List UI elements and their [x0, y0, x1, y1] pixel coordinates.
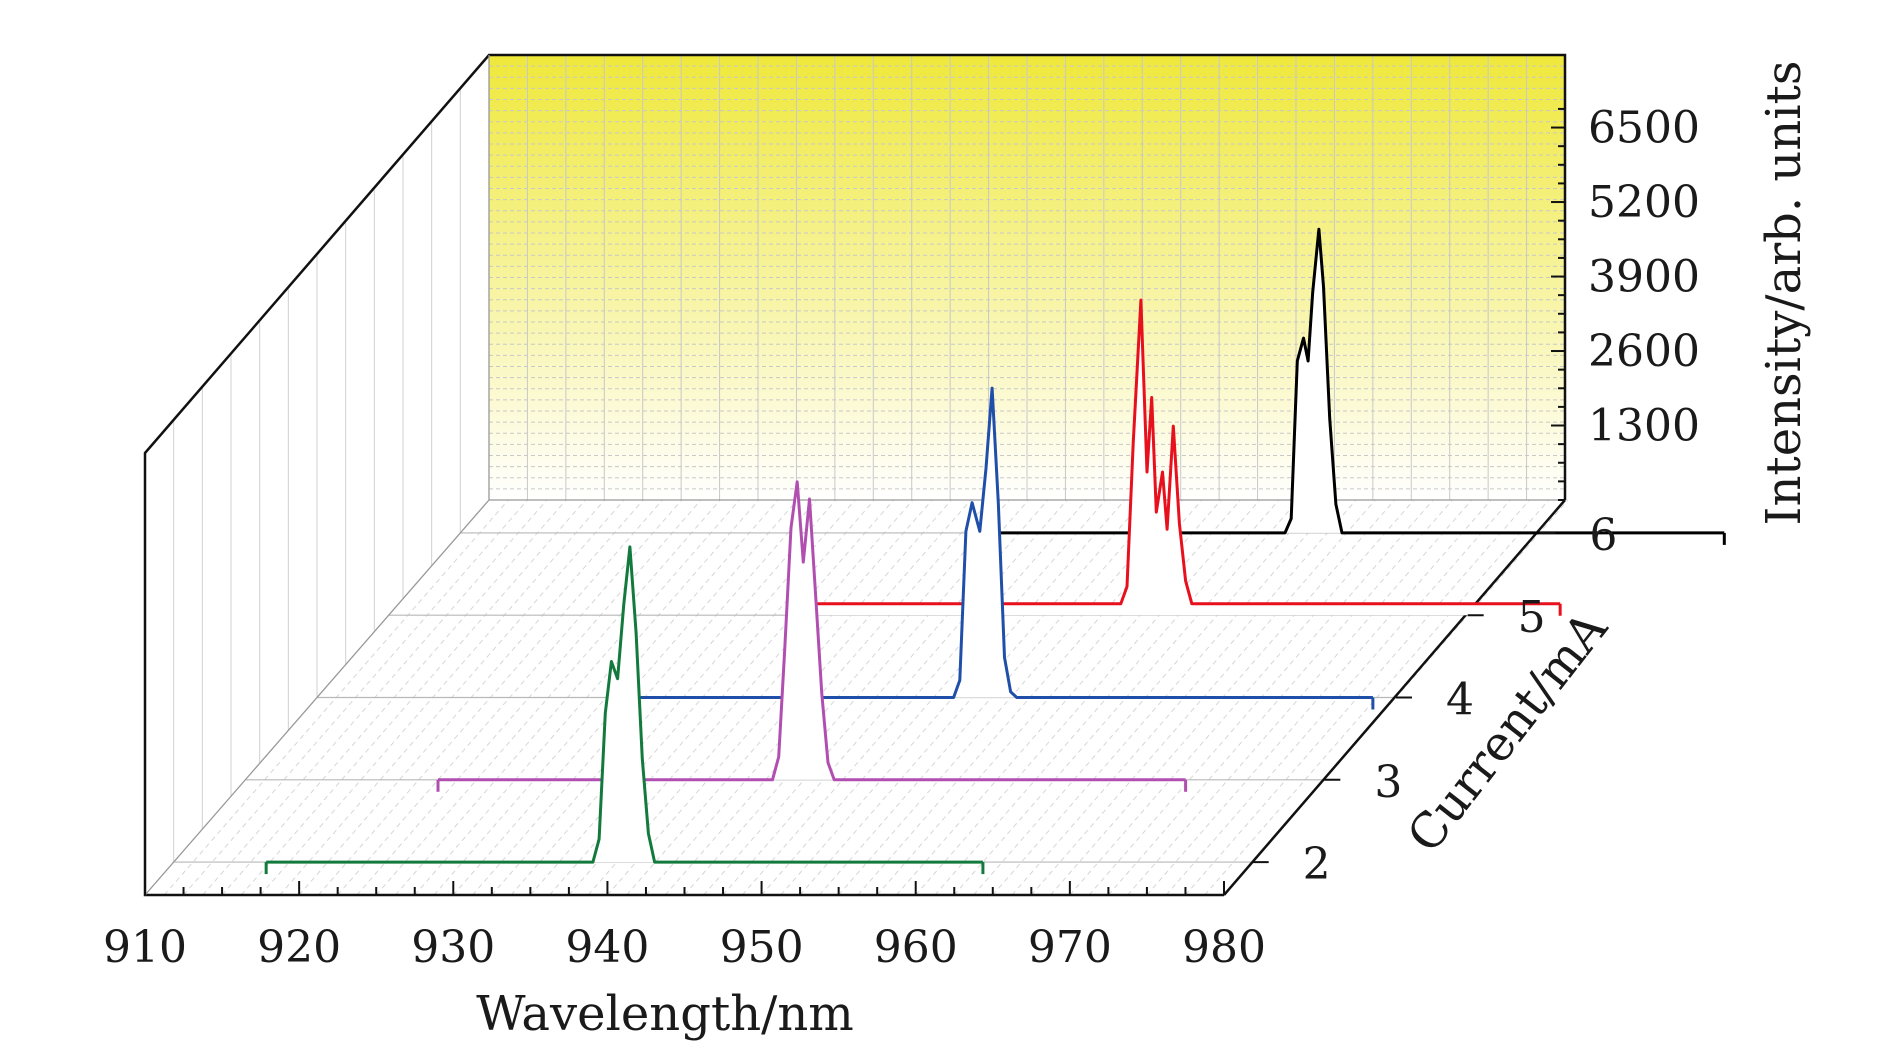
- series-line-2: [266, 545, 983, 864]
- z-tick-label: 5200: [1588, 177, 1700, 228]
- z-tick-label: 6500: [1588, 103, 1700, 154]
- y-tick-label: 5: [1518, 592, 1546, 643]
- series-fill-4: [617, 388, 1373, 698]
- series-line-5: [797, 298, 1561, 606]
- z-axis-title: Intensity/arb. units: [1756, 61, 1812, 526]
- z-axis-ticks: 1300 2600 3900 5200 6500: [1551, 103, 1700, 501]
- series-fill-5: [797, 300, 1561, 616]
- y-axis-title: Current/mA: [1397, 600, 1620, 863]
- series-fill-2: [266, 546, 983, 863]
- frame-outline: [143, 53, 1567, 897]
- x-tick-label: 970: [1028, 922, 1112, 973]
- x-tick-label: 920: [257, 922, 341, 973]
- x-tick-label: 930: [411, 922, 495, 973]
- y-tick-label: 3: [1374, 757, 1402, 808]
- z-tick-label: 1300: [1588, 401, 1700, 452]
- series-layer: [264, 227, 1726, 875]
- series-line-6: [984, 227, 1725, 535]
- y-tick-label: 6: [1589, 510, 1617, 561]
- z-tick-label: 3900: [1588, 252, 1700, 303]
- x-axis-title: Wavelength/nm: [476, 986, 854, 1042]
- x-tick-label: 910: [103, 922, 187, 973]
- series-fill-3: [438, 481, 1186, 780]
- x-tick-label: 950: [720, 922, 804, 973]
- frame-depth-edge: [1223, 499, 1566, 896]
- back-wall: [489, 54, 1565, 500]
- z-tick-label: 2600: [1588, 326, 1700, 377]
- x-axis-ticks: 910 920 930 940 950 960 970 980: [103, 881, 1266, 973]
- left-wall: [173, 88, 461, 863]
- x-tick-label: 960: [874, 922, 958, 973]
- x-tick-label: 940: [565, 922, 649, 973]
- series-line-4: [617, 386, 1373, 699]
- series-line-3: [438, 480, 1186, 782]
- y-tick-label: 4: [1446, 675, 1474, 726]
- y-tick-label: 2: [1303, 839, 1331, 890]
- axes-frame: [143, 53, 1567, 897]
- x-tick-label: 980: [1182, 922, 1266, 973]
